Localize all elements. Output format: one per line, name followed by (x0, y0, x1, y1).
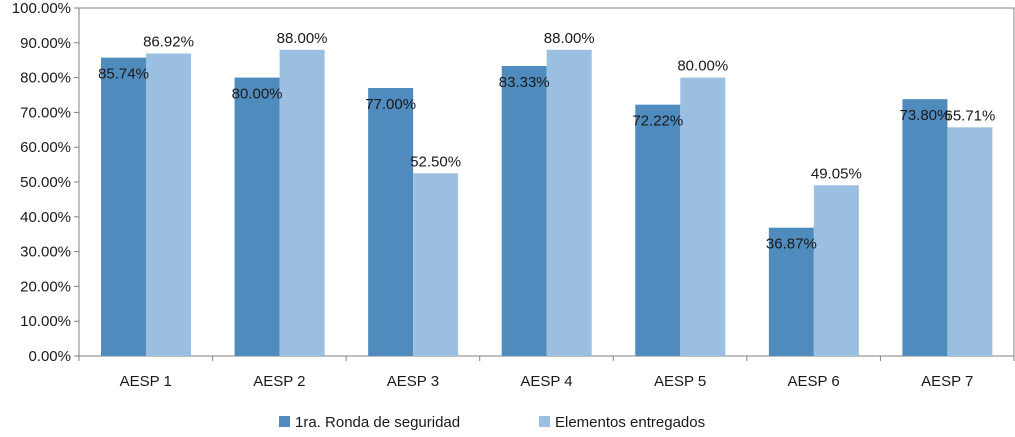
legend-swatch (279, 416, 290, 427)
y-tick-label: 20.00% (20, 278, 71, 295)
bar-ronda-seguridad (635, 104, 681, 356)
data-labels-layer: 85.74% 80.00% 77.00% 83.33% 72.22% 36.87% 73.8… (98, 30, 995, 253)
y-tick-label: 80.00% (20, 70, 71, 87)
bar-elementos-entregados (947, 127, 993, 357)
data-label: 36.87% (766, 236, 817, 253)
x-category-label: AESP 6 (788, 373, 840, 390)
y-tick-label: 30.00% (20, 244, 71, 261)
bar-elementos-entregados (279, 49, 325, 356)
bar-ronda-seguridad (101, 57, 146, 356)
data-label: 88.00% (277, 30, 328, 47)
data-label: 88.00% (544, 30, 595, 47)
data-label: 72.22% (632, 113, 683, 130)
y-tick-label: 10.00% (20, 313, 71, 330)
bar-ronda-seguridad (902, 99, 948, 357)
bars-layer (101, 49, 993, 357)
legend-label: Elementos entregados (555, 414, 705, 431)
x-category-label: AESP 1 (120, 373, 172, 390)
y-tick-label: 70.00% (20, 104, 71, 121)
bar-elementos-entregados (813, 185, 859, 356)
bar-ronda-seguridad (234, 77, 280, 356)
legend-label: 1ra. Ronda de seguridad (295, 414, 460, 431)
y-tick-label: 90.00% (20, 35, 71, 52)
data-label: 80.00% (677, 58, 728, 75)
data-label: 73.80% (899, 107, 950, 124)
data-label: 77.00% (365, 96, 416, 113)
x-category-label: AESP 3 (387, 373, 439, 390)
bar-ronda-seguridad (768, 227, 814, 356)
y-tick-label: 60.00% (20, 139, 71, 156)
data-label: 80.00% (232, 86, 283, 103)
bar-elementos-entregados (146, 53, 191, 356)
y-tick-label: 40.00% (20, 209, 71, 226)
legend: 1ra. Ronda de seguridad Elementos entrega… (279, 414, 705, 431)
bar-elementos-entregados (413, 173, 459, 356)
legend-swatch (539, 416, 550, 427)
y-tick-label: 0.00% (28, 348, 71, 365)
bar-elementos-entregados (680, 77, 726, 356)
data-label: 65.71% (944, 107, 995, 124)
x-category-label: AESP 5 (654, 373, 706, 390)
data-label: 83.33% (499, 74, 550, 91)
data-label: 86.92% (143, 34, 194, 51)
x-category-label: AESP 2 (253, 373, 305, 390)
bar-ronda-seguridad (501, 66, 547, 356)
y-tick-label: 50.00% (20, 174, 71, 191)
x-category-label: AESP 7 (921, 373, 973, 390)
x-category-label: AESP 4 (520, 373, 572, 390)
bar-elementos-entregados (546, 49, 592, 356)
axis-layer: 0.00% 10.00% 20.00% 30.00% 40.00% 50.00% 60.00… (12, 0, 1015, 390)
y-tick-label: 100.00% (12, 0, 71, 17)
data-label: 52.50% (410, 153, 461, 170)
bar-ronda-seguridad (368, 88, 414, 356)
data-label: 85.74% (98, 66, 149, 83)
data-label: 49.05% (811, 165, 862, 182)
